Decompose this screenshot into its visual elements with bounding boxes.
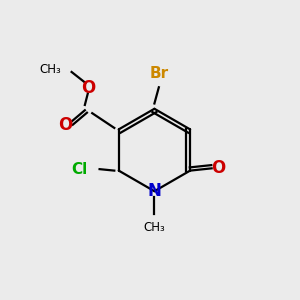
Text: O: O bbox=[211, 159, 225, 177]
Text: CH₃: CH₃ bbox=[40, 62, 61, 76]
Text: O: O bbox=[58, 116, 73, 134]
Text: Br: Br bbox=[149, 66, 168, 81]
Text: CH₃: CH₃ bbox=[143, 221, 165, 234]
Text: N: N bbox=[148, 182, 161, 200]
Text: Cl: Cl bbox=[72, 162, 88, 177]
Text: O: O bbox=[81, 79, 95, 97]
